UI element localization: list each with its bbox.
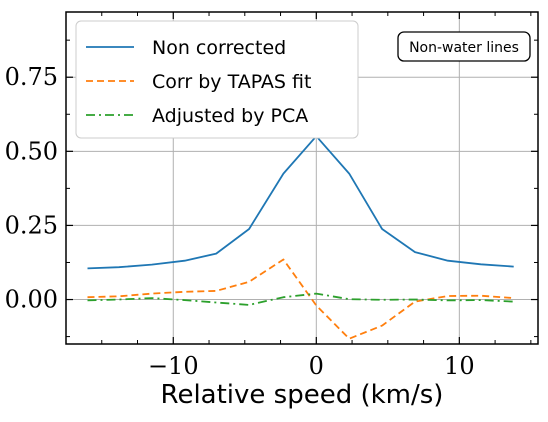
legend-box xyxy=(75,20,359,139)
legend: Non corrected Corr by TAPAS fit Adjusted b… xyxy=(75,20,359,139)
x-tick-label: −10 xyxy=(148,352,199,380)
y-tick-label: 0.75 xyxy=(5,63,58,91)
annotation-frame xyxy=(397,31,531,62)
annotation-box: Non-water lines xyxy=(397,31,531,62)
plot-frame xyxy=(65,11,539,345)
series-line-3 xyxy=(87,292,514,306)
x-tick-label: 10 xyxy=(444,352,475,380)
series-line-2 xyxy=(87,258,514,340)
series-line-1 xyxy=(87,135,514,270)
y-tick-label: 0.25 xyxy=(5,211,58,239)
tick-layer: −10 0 10 0.00 0.25 0.50 0.75 xyxy=(5,12,538,380)
legend-label-2: Corr by TAPAS fit xyxy=(152,71,311,93)
x-axis-title: Relative speed (km/s) xyxy=(161,380,444,410)
y-tick-label: 0.50 xyxy=(5,137,58,165)
legend-label-1: Non corrected xyxy=(152,37,286,59)
annotation-label: Non-water lines xyxy=(409,40,519,56)
legend-label-3: Adjusted by PCA xyxy=(152,105,308,127)
x-tick-label: 0 xyxy=(309,352,324,380)
series-layer xyxy=(87,135,514,340)
y-tick-label: 0.00 xyxy=(5,286,58,314)
